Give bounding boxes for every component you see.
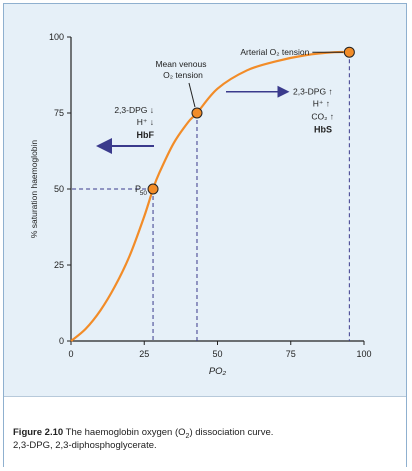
y-tick-label: 0	[59, 336, 64, 346]
figure-caption: Figure 2.10 The haemoglobin oxygen (O2) …	[4, 396, 406, 467]
figure-frame: 0 25 50 75 100 0 25 50 75 100 PO₂ % saturation haem…	[3, 3, 407, 467]
marker-mean-venous	[191, 107, 203, 119]
annotation-mean-venous-1: Mean venous	[155, 59, 206, 69]
annotation-right-4: HbS	[314, 125, 332, 135]
x-tick-label: 0	[68, 349, 73, 359]
mean-venous-leader	[188, 82, 196, 108]
annotation-left-3: HbF	[137, 130, 155, 140]
y-tick-label: 25	[54, 260, 64, 270]
caption-label: Figure 2.10	[13, 427, 64, 438]
annotation-p50: P	[135, 184, 141, 194]
plot-area: 0 25 50 75 100 0 25 50 75 100 PO₂ % saturation haem…	[4, 4, 406, 389]
annotation-left-2: H⁺ ↓	[137, 117, 154, 127]
caption-sub: 2	[185, 432, 190, 440]
marker-arterial	[343, 46, 355, 58]
dissociation-chart: 0 25 50 75 100 0 25 50 75 100 PO₂ % saturation haem…	[29, 32, 372, 377]
x-axis-label: PO₂	[209, 366, 227, 377]
annotation-right-3: CO₂ ↑	[311, 112, 334, 122]
caption-text: The haemoglobin oxygen (O	[65, 427, 186, 438]
x-tick-label: 25	[139, 349, 149, 359]
annotation-left-1: 2,3-DPG ↓	[114, 105, 154, 115]
y-tick-label: 75	[54, 108, 64, 118]
x-tick-label: 75	[286, 349, 296, 359]
y-axis-label: % saturation haemoglobin	[29, 140, 39, 239]
annotation-right-2: H⁺ ↑	[313, 99, 330, 109]
annotation-right-1: 2,3-DPG ↑	[293, 87, 333, 97]
marker-p50	[147, 183, 159, 195]
annotation-mean-venous-2: O₂ tension	[163, 70, 203, 80]
x-tick-label: 100	[356, 349, 371, 359]
caption-text-2: ) dissociation curve.	[189, 427, 274, 438]
caption-line-1: Figure 2.10 The haemoglobin oxygen (O2) …	[13, 427, 273, 443]
caption-line-2: 2,3-DPG, 2,3-diphosphoglycerate.	[13, 440, 157, 451]
x-tick-label: 50	[212, 349, 222, 359]
y-tick-label: 50	[54, 184, 64, 194]
y-tick-label: 100	[49, 32, 64, 42]
annotation-p50-sub: 50	[140, 190, 148, 197]
annotation-arterial: Arterial O₂ tension	[240, 47, 309, 57]
dissociation-curve	[70, 50, 350, 342]
